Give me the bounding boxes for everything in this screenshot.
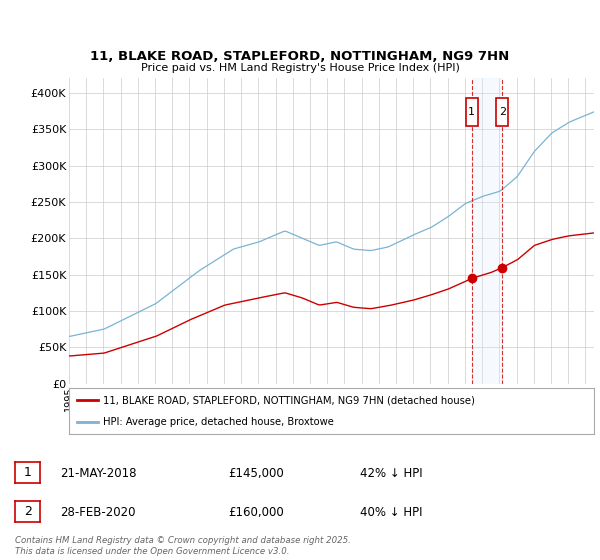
Text: 1: 1: [468, 107, 475, 117]
Text: 2: 2: [23, 505, 32, 519]
Text: £145,000: £145,000: [228, 466, 284, 480]
Bar: [466, 98, 478, 125]
Text: 21-MAY-2018: 21-MAY-2018: [60, 466, 137, 480]
Bar: [496, 98, 508, 125]
Text: Contains HM Land Registry data © Crown copyright and database right 2025.
This d: Contains HM Land Registry data © Crown c…: [15, 536, 351, 556]
Text: HPI: Average price, detached house, Broxtowe: HPI: Average price, detached house, Brox…: [103, 417, 334, 427]
Text: Price paid vs. HM Land Registry's House Price Index (HPI): Price paid vs. HM Land Registry's House …: [140, 63, 460, 73]
Bar: [472, 78, 502, 384]
Text: 1: 1: [23, 466, 32, 479]
Text: £160,000: £160,000: [228, 506, 284, 519]
Text: 40% ↓ HPI: 40% ↓ HPI: [360, 506, 422, 519]
Text: 11, BLAKE ROAD, STAPLEFORD, NOTTINGHAM, NG9 7HN: 11, BLAKE ROAD, STAPLEFORD, NOTTINGHAM, …: [91, 49, 509, 63]
Text: 42% ↓ HPI: 42% ↓ HPI: [360, 466, 422, 480]
Text: 11, BLAKE ROAD, STAPLEFORD, NOTTINGHAM, NG9 7HN (detached house): 11, BLAKE ROAD, STAPLEFORD, NOTTINGHAM, …: [103, 395, 475, 405]
Text: 28-FEB-2020: 28-FEB-2020: [60, 506, 136, 519]
Text: 2: 2: [499, 107, 506, 117]
